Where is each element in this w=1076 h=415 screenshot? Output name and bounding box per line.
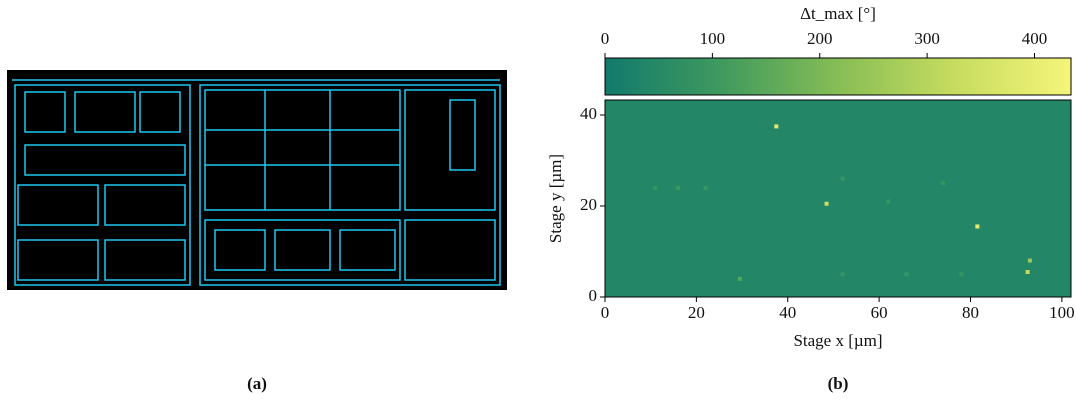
- heatmap-background: [605, 100, 1071, 297]
- y-axis-label: Stage y [µm]: [546, 154, 565, 243]
- heatmap-spot: [1025, 269, 1030, 274]
- x-tick-label: 80: [962, 303, 979, 322]
- panel-label: (b): [828, 374, 849, 393]
- heatmap-spot: [904, 272, 909, 277]
- heatmap-spot: [886, 199, 891, 204]
- plot-frame: [604, 99, 1072, 298]
- x-tick-label: 40: [779, 303, 796, 322]
- heatmap-spot: [840, 176, 845, 181]
- panel-label: (a): [247, 374, 267, 393]
- colorbar-tick-label: 0: [601, 29, 610, 48]
- y-tick-label: 0: [589, 286, 598, 305]
- x-tick-label: 100: [1049, 303, 1075, 322]
- heatmap-spot: [975, 224, 980, 229]
- colorbar-tick-label: 400: [1022, 29, 1048, 48]
- y-tick-label: 20: [580, 195, 597, 214]
- x-tick-label: 60: [871, 303, 888, 322]
- y-tick-label: 40: [580, 104, 597, 123]
- x-axis-label: Stage x [µm]: [793, 331, 882, 350]
- heatmap-spot: [1027, 258, 1032, 263]
- colorbar-label: Δt_max [°]: [800, 4, 876, 23]
- colorbar: [604, 57, 1072, 96]
- heatmap-spot: [824, 201, 829, 206]
- x-tick-label: 20: [688, 303, 705, 322]
- heatmap-spot: [653, 185, 658, 190]
- colorbar-tick-label: 300: [914, 29, 940, 48]
- heatmap-spot: [774, 124, 779, 129]
- heatmap-spot: [703, 185, 708, 190]
- heatmap-spot: [941, 181, 946, 186]
- layout-image: [7, 70, 507, 290]
- colorbar-tick-label: 200: [807, 29, 833, 48]
- heatmap-spot: [737, 276, 742, 281]
- heatmap-spot: [959, 272, 964, 277]
- x-tick-label: 0: [601, 303, 610, 322]
- heatmap-spot: [840, 272, 845, 277]
- heatmap-spot: [676, 185, 681, 190]
- colorbar-tick-label: 100: [700, 29, 726, 48]
